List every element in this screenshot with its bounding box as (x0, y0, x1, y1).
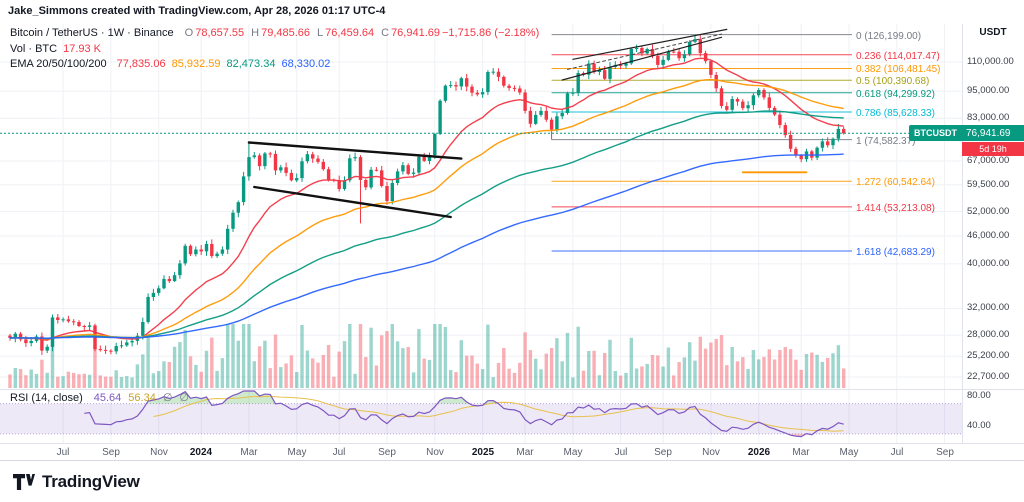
price-axis-unit: USDT (979, 27, 1007, 38)
footer-bar: TradingView (0, 460, 1024, 502)
grid-layer (0, 24, 962, 443)
rsi-legend-row[interactable]: RSI (14, close) 45.64 56.34 ∅ ∅ (10, 391, 189, 404)
ohlc-high: 79,485.66 (261, 27, 311, 39)
fib-level-label: 0.786 (85,628.33) (856, 108, 935, 119)
ema-legend-row[interactable]: EMA 20/50/100/200 77,835.06 85,932.59 82,47… (10, 58, 330, 70)
time-axis[interactable]: Jul Sep Nov 2024 Mar May Jul Sep Nov 2025 Mar May Ju… (0, 443, 1024, 461)
price-axis-label: 83,000.00 (967, 112, 1010, 123)
symbol-legend-row[interactable]: Bitcoin / TetherUS · 1W · Binance O 78,657… (10, 27, 539, 39)
time-axis-label: May (839, 447, 859, 458)
ohlc-key-high: H (251, 27, 260, 39)
rsi-value: 45.64 (93, 392, 122, 404)
fib-level-label: 1 (74,582.37) (856, 136, 916, 147)
ohlc-close: 76,941.69 (391, 27, 440, 39)
candles-layer (8, 34, 846, 355)
price-axis-label: 46,000.00 (967, 230, 1010, 241)
fib-level-label: 1.414 (53,213.08) (856, 203, 935, 214)
ohlc-key-close: C (381, 27, 390, 39)
time-axis-label: Mar (792, 447, 810, 458)
price-axis-label: 40,000.00 (967, 258, 1010, 269)
rsi-axis-label: 40.00 (967, 420, 991, 431)
tradingview-wordmark[interactable]: TradingView (42, 471, 140, 491)
price-axis-label: 110,000.00 (967, 56, 1014, 67)
rsi-axis-label: 80.00 (967, 390, 991, 401)
time-axis-label: Mar (516, 447, 534, 458)
fib-level-label: 1.618 (42,683.29) (856, 247, 935, 258)
price-axis-border (962, 24, 963, 460)
price-change: −1,715.86 (−2.18%) (442, 27, 540, 39)
pane-separator[interactable] (0, 389, 1024, 390)
time-axis-label: Sep (378, 447, 396, 458)
ohlc-open: 78,657.55 (195, 27, 245, 39)
rsi-hidden-band-2: ∅ (179, 392, 189, 404)
time-axis-label: Nov (426, 447, 444, 458)
price-axis-label: 28,000.00 (967, 329, 1010, 340)
price-axis-label: 59,500.00 (967, 179, 1010, 190)
price-axis-label: 22,700.00 (967, 371, 1010, 382)
price-axis-label: 32,000.00 (967, 302, 1010, 313)
symbol-title[interactable]: Bitcoin / TetherUS · 1W · Binance (10, 27, 174, 39)
time-axis-label: Sep (936, 447, 954, 458)
price-axis-label: 25,200.00 (967, 350, 1010, 361)
time-axis-label: Sep (654, 447, 672, 458)
fib-level-label: 0.382 (106,481.45) (856, 64, 941, 75)
ema-values: 77,835.06 85,932.59 82,473.34 68,330.02 (111, 58, 331, 70)
price-axis-label: 67,000.00 (967, 155, 1010, 166)
ema-value: 77,835.06 (116, 58, 166, 70)
time-axis-label: Nov (702, 447, 720, 458)
fib-level-label: 0 (126,199.00) (856, 31, 922, 42)
fib-level-label: 0.618 (94,299.92) (856, 89, 935, 100)
ema-label: EMA 20/50/100/200 (10, 58, 107, 70)
chart-canvas[interactable] (0, 24, 962, 443)
volume-legend-row[interactable]: Vol · BTC 17.93 K (10, 43, 101, 55)
time-axis-label: Jul (614, 447, 628, 458)
volume-value: 17.93 K (63, 43, 101, 55)
fib-level-label: 0.5 (100,390.68) (856, 76, 930, 87)
time-axis-label: May (563, 447, 583, 458)
time-axis-label: Sep (102, 447, 120, 458)
ema-value: 68,330.02 (281, 58, 331, 70)
price-axis-label: 52,000.00 (967, 206, 1010, 217)
tradingview-logo-icon[interactable] (13, 473, 35, 490)
time-axis-label: Nov (150, 447, 168, 458)
last-price-symbol-badge: BTCUSDT (909, 125, 962, 141)
rsi-label: RSI (14, close) (10, 392, 83, 404)
rsi-ma-value: 56.34 (128, 392, 156, 404)
time-axis-label: Jul (890, 447, 904, 458)
volume-layer (8, 324, 846, 388)
attribution-text: Jake_Simmons created with TradingView.co… (8, 5, 386, 17)
price-axis[interactable]: USDT 110,000.00 95,000.00 83,000.00 67,000.… (962, 24, 1024, 443)
price-axis-label: 95,000.00 (967, 85, 1010, 96)
rsi-hidden-band-1: ∅ (162, 392, 173, 404)
ohlc-key-low: L (317, 27, 324, 39)
time-axis-label: 2026 (747, 447, 771, 458)
time-axis-label: 2024 (189, 447, 213, 458)
last-price-badge: 76,941.69 (962, 125, 1024, 141)
ema-value: 82,473.34 (226, 58, 276, 70)
trendlines-layer[interactable] (247, 28, 808, 219)
ohlc-low: 76,459.64 (325, 27, 375, 39)
fib-retracement-layer[interactable] (551, 34, 852, 252)
fib-level-label: 0.236 (114,017.47) (856, 51, 940, 62)
time-axis-label: Jul (56, 447, 70, 458)
rsi-pane-layer (0, 390, 962, 438)
time-axis-label: Mar (240, 447, 258, 458)
time-axis-label: 2025 (471, 447, 495, 458)
time-axis-label: Jul (332, 447, 346, 458)
fib-labels-layer: 0 (126,199.00) 0.236 (114,017.47) 0.382 (1… (856, 24, 966, 443)
volume-label: Vol · BTC (10, 43, 58, 55)
ema-value: 85,932.59 (171, 58, 221, 70)
time-axis-label: May (287, 447, 307, 458)
ohlc-key-open: O (184, 27, 194, 39)
ema-lines-layer (9, 57, 844, 341)
fib-level-label: 1.272 (60,542.64) (856, 177, 935, 188)
bar-countdown-badge: 5d 19h (962, 142, 1024, 156)
